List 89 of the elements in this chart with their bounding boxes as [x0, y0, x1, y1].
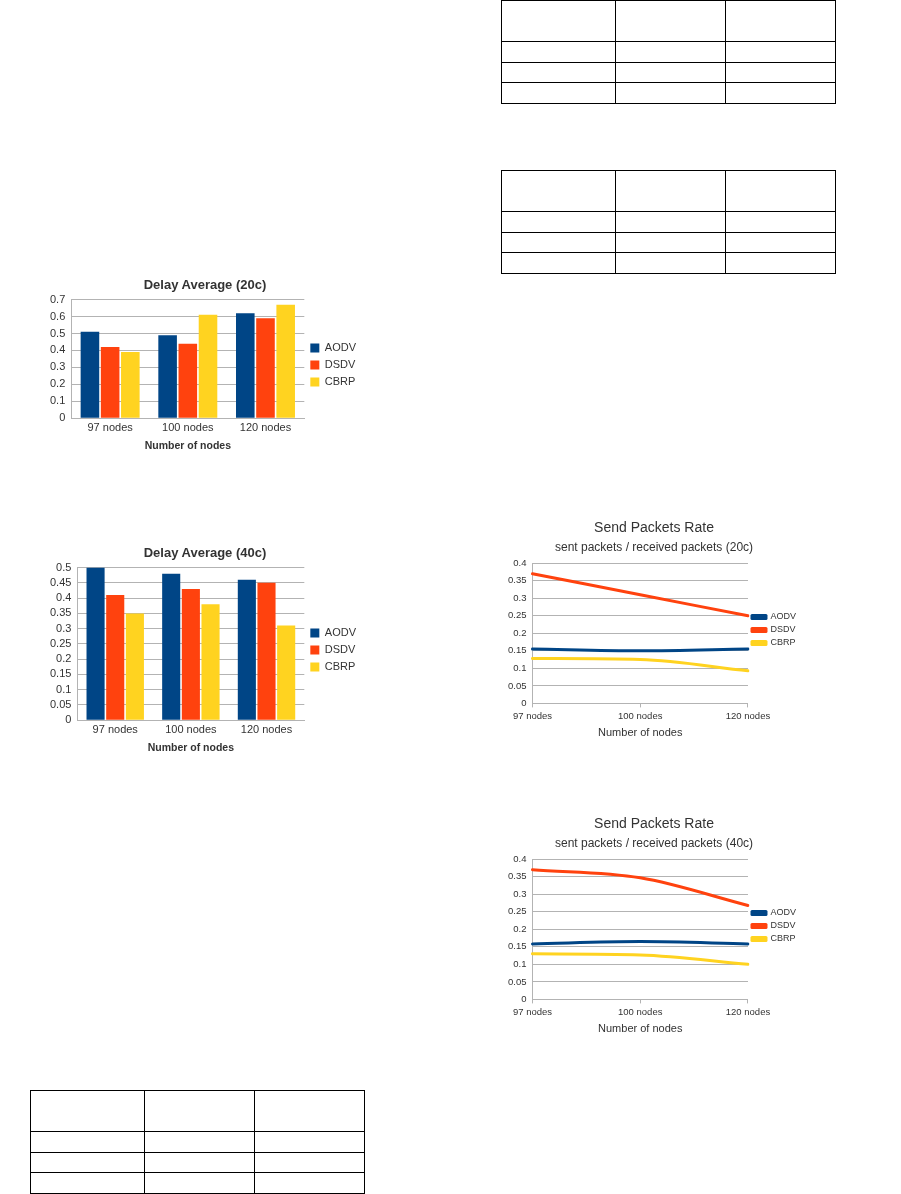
y-tick-label: 0.35 [507, 574, 527, 586]
x-tick-label: 120 nodes [239, 420, 292, 433]
x-axis-title: Number of nodes [147, 740, 235, 753]
legend-label: CBRP [770, 933, 796, 944]
bar [236, 313, 255, 418]
y-tick-label: 0.25 [507, 609, 527, 621]
bar [257, 582, 276, 720]
x-axis-title: Number of nodes [598, 1022, 683, 1035]
y-tick-label: 0.1 [513, 957, 527, 969]
x-tick-label: 97 nodes [512, 1005, 553, 1017]
bar [256, 318, 275, 418]
legend-label: CBRP [324, 660, 356, 673]
x-tick-label: 100 nodes [162, 420, 214, 433]
legend-label: CBRP [770, 637, 796, 648]
y-tick-label: 0.05 [507, 679, 527, 691]
legend-label: DSDV [770, 920, 796, 931]
y-tick-label: 0.05 [49, 697, 72, 710]
legend-label: DSDV [324, 358, 357, 371]
y-tick-label: 0.4 [49, 343, 66, 356]
y-tick-label: 0 [521, 697, 527, 709]
bar [201, 604, 220, 720]
bar [198, 314, 218, 418]
y-tick-label: 0.3 [513, 887, 527, 899]
y-tick-label: 0.25 [49, 636, 72, 649]
x-tick-label: 100 nodes [618, 1005, 663, 1017]
legend-label: AODV [324, 341, 357, 354]
x-tick-label: 100 nodes [618, 709, 663, 721]
bar [276, 304, 295, 418]
legend-label: AODV [324, 626, 357, 639]
bar [86, 567, 105, 720]
y-tick-label: 0 [521, 993, 527, 1005]
y-tick-label: 0.25 [507, 905, 527, 917]
y-tick-label: 0.35 [507, 870, 527, 882]
y-tick-label: 0.4 [513, 556, 527, 568]
bar [100, 347, 120, 418]
y-tick-label: 0.1 [49, 394, 66, 407]
y-tick-label: 0.35 [49, 606, 72, 619]
y-tick-label: 0 [65, 713, 72, 726]
bar [277, 625, 296, 720]
x-axis-title: Number of nodes [144, 438, 232, 451]
y-tick-label: 0.2 [56, 652, 72, 665]
bar [80, 331, 100, 418]
x-tick-label: 120 nodes [240, 722, 293, 735]
y-tick-label: 0.1 [513, 661, 527, 673]
bar [237, 579, 256, 720]
chart-title: Send Packets Rate [594, 815, 715, 832]
y-tick-label: 0.15 [49, 667, 72, 680]
bar [106, 595, 125, 720]
y-tick-label: 0.3 [513, 591, 527, 603]
bar [181, 588, 200, 720]
y-tick-label: 0.2 [513, 626, 527, 638]
y-tick-label: 0.7 [49, 292, 66, 305]
chart-title: Delay Average (40c) [143, 545, 267, 561]
chart-title: Send Packets Rate [594, 519, 715, 536]
legend-label: DSDV [770, 624, 796, 635]
y-tick-label: 0.15 [507, 940, 527, 952]
y-tick-label: 0.1 [56, 682, 72, 695]
y-tick-label: 0.3 [49, 360, 66, 373]
y-tick-label: 0.3 [56, 621, 72, 634]
y-tick-label: 0.45 [49, 575, 72, 588]
legend-label: CBRP [324, 375, 356, 388]
y-tick-label: 0 [59, 411, 66, 424]
y-tick-label: 0.2 [49, 377, 66, 390]
chart-subtitle: sent packets / received packets (40c) [554, 836, 754, 851]
y-tick-label: 0.2 [513, 922, 527, 934]
x-axis-title: Number of nodes [598, 726, 683, 739]
bar [125, 613, 144, 720]
y-tick-label: 0.4 [513, 852, 527, 864]
y-tick-label: 0.4 [56, 591, 72, 604]
y-tick-label: 0.15 [507, 644, 527, 656]
chart-subtitle: sent packets / received packets (20c) [554, 540, 754, 555]
legend-label: DSDV [324, 643, 357, 656]
x-tick-label: 120 nodes [725, 709, 771, 721]
legend-label: AODV [770, 611, 797, 622]
y-tick-label: 0.5 [49, 326, 66, 339]
bar [178, 343, 198, 418]
y-tick-label: 0.05 [507, 975, 527, 987]
x-tick-label: 97 nodes [87, 420, 134, 433]
y-tick-label: 0.5 [56, 560, 72, 573]
x-tick-label: 120 nodes [725, 1005, 771, 1017]
x-tick-label: 100 nodes [165, 722, 218, 735]
legend-label: AODV [770, 907, 797, 918]
bar [121, 352, 140, 418]
bar [162, 573, 181, 720]
y-tick-label: 0.6 [49, 309, 66, 322]
chart-title: Delay Average (20c) [143, 277, 267, 293]
x-tick-label: 97 nodes [512, 709, 553, 721]
bar [158, 335, 177, 418]
x-tick-label: 97 nodes [92, 722, 139, 735]
